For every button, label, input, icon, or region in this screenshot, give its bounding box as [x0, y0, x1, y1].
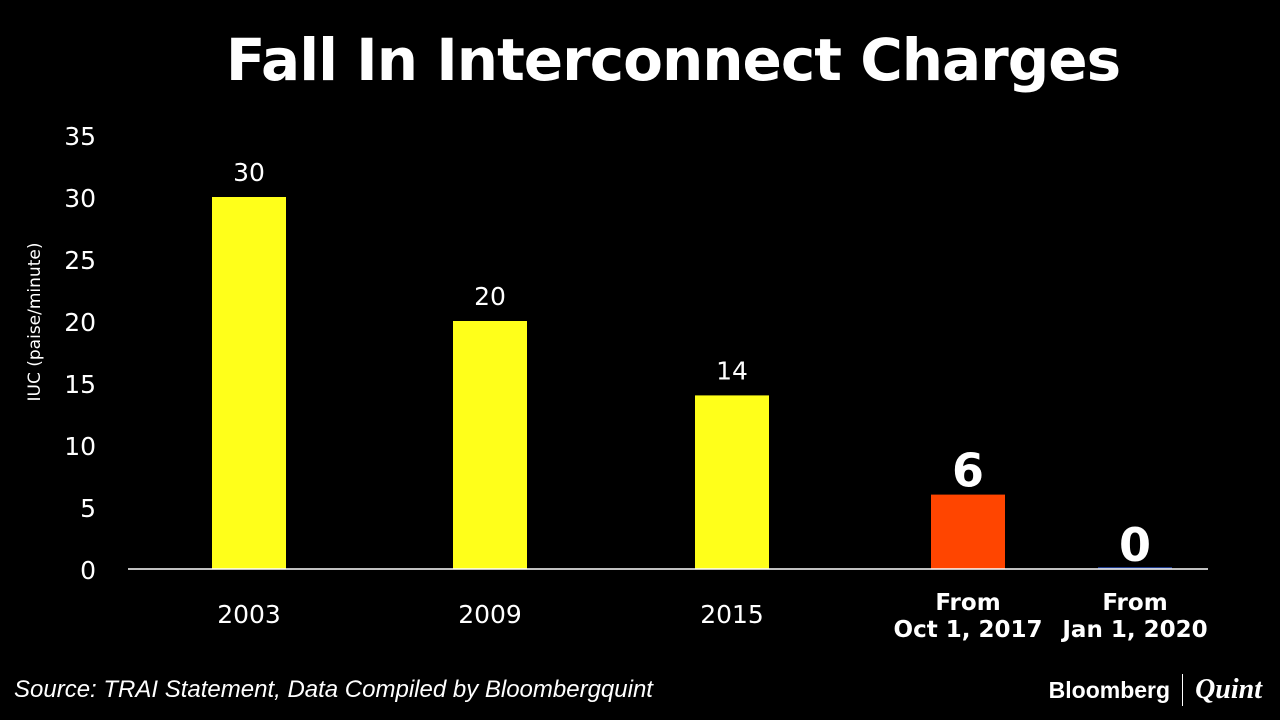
bar — [453, 321, 527, 569]
y-tick-label: 25 — [64, 246, 96, 275]
bar — [1098, 567, 1172, 569]
y-axis-title: IUC (paise/minute) — [25, 243, 45, 402]
bloomberg-wordmark: Bloomberg — [1048, 676, 1171, 703]
y-tick-label: 5 — [80, 494, 96, 523]
x-tick-label: 2015 — [700, 600, 764, 629]
chart-title: Fall In Interconnect Charges — [225, 26, 1121, 94]
brand-divider — [1182, 674, 1184, 706]
quint-wordmark: Quint — [1195, 674, 1262, 705]
bar-value-label: 30 — [233, 158, 265, 187]
bar-value-label: 14 — [716, 356, 748, 385]
x-tick-label: From — [935, 590, 1000, 616]
source-note: Source: TRAI Statement, Data Compiled by… — [14, 676, 653, 703]
x-tick-label: Oct 1, 2017 — [894, 617, 1043, 643]
y-tick-label: 20 — [64, 308, 96, 337]
y-tick-label: 15 — [64, 370, 96, 399]
bar — [695, 395, 769, 569]
y-tick-label: 30 — [64, 184, 96, 213]
bar-value-label: 20 — [474, 282, 506, 311]
bar-value-label: 6 — [952, 444, 984, 498]
bar — [931, 494, 1005, 569]
x-tick-label: 2003 — [217, 600, 281, 629]
y-tick-label: 10 — [64, 432, 96, 461]
bar-value-label: 0 — [1119, 518, 1151, 572]
x-tick-label: 2009 — [458, 600, 522, 629]
y-tick-label: 0 — [80, 556, 96, 585]
bar — [212, 197, 286, 569]
x-tick-label: From — [1102, 590, 1167, 616]
bar-chart: IUC (paise/minute) 0 5 10 15 20 25 30 35 30 20 14… — [25, 122, 1208, 643]
x-tick-label: Jan 1, 2020 — [1060, 617, 1207, 643]
brand-logo: Bloomberg Quint — [1049, 672, 1262, 708]
y-tick-label: 35 — [64, 122, 96, 151]
